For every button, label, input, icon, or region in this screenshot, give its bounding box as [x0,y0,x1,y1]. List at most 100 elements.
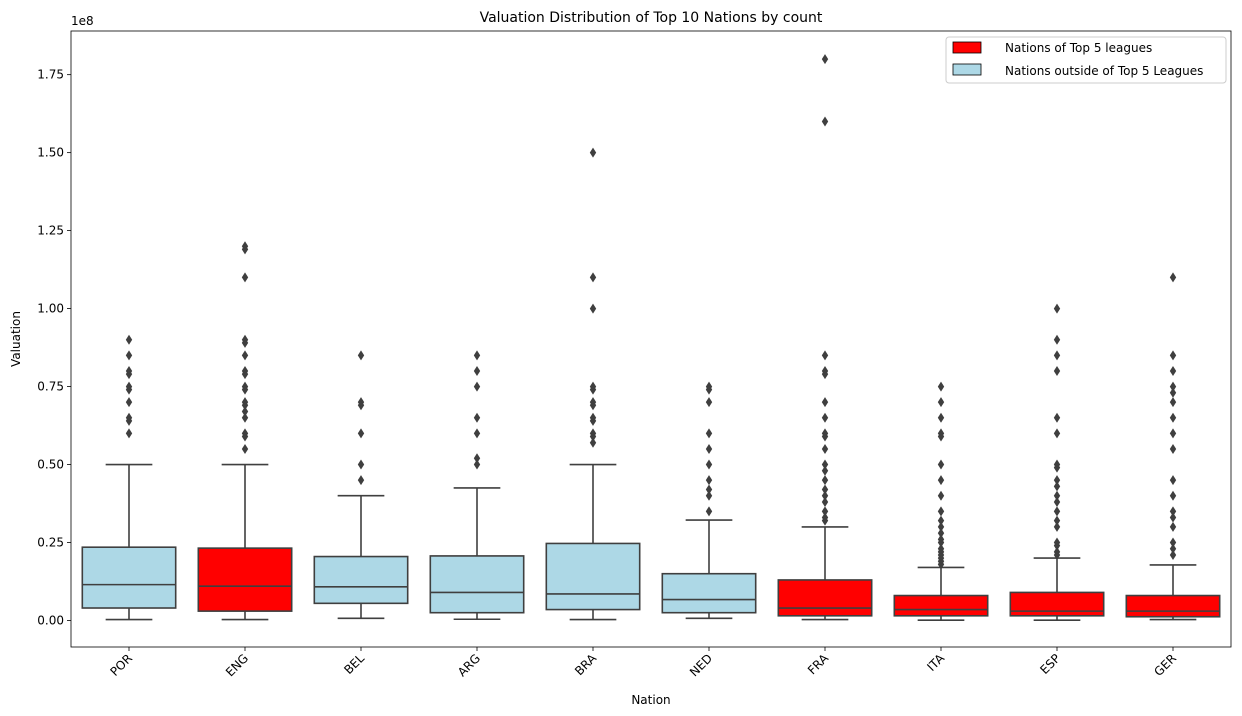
outlier-point [705,490,713,501]
outlier-point [1053,428,1061,439]
legend: Nations of Top 5 leagues Nations outside… [945,36,1227,84]
outlier-point [705,506,713,517]
outlier-point [937,515,945,526]
outlier-point [1053,549,1061,560]
x-tick-label: ESP [1037,651,1063,677]
outlier-point [241,412,249,423]
outlier-point [1053,490,1061,501]
outlier-point [473,365,481,376]
outlier-point [1169,412,1177,423]
outlier-point [125,415,133,426]
outlier-point [1169,397,1177,408]
box-eng [197,241,293,621]
outlier-point [241,369,249,380]
outlier-point [1053,475,1061,486]
outlier-point [125,384,133,395]
outlier-point [589,431,597,442]
outlier-point [241,244,249,255]
outlier-point [1169,506,1177,517]
outlier-point [937,381,945,392]
legend-frame [945,36,1227,84]
box-iqr [81,546,177,609]
outlier-point [937,559,945,570]
x-tick-label: ITA [924,651,947,674]
y-tick-label: 1.75 [37,68,64,82]
outlier-point [1169,512,1177,523]
box-iqr [429,555,525,614]
box-bel [313,350,409,620]
outlier-point [1053,521,1061,532]
outlier-point [821,459,829,470]
chart-title: Valuation Distribution of Top 10 Nations… [480,10,823,26]
x-tick-label: NED [687,651,715,679]
outlier-point [357,475,365,486]
x-tick-label: BRA [572,651,600,679]
outlier-point [1169,428,1177,439]
outlier-point [1053,412,1061,423]
x-tick-label: BEL [341,651,367,677]
outlier-point [473,453,481,464]
outlier-point [589,303,597,314]
box-iqr [1125,594,1221,618]
y-tick-label: 0.50 [37,458,64,472]
outlier-point [241,272,249,283]
outlier-point [1169,549,1177,560]
outlier-point [1169,543,1177,554]
y-tick-label: 1.50 [37,146,64,160]
outlier-point [821,431,829,442]
outlier-point [937,506,945,517]
y-axis-label: Valuation [9,311,23,367]
outlier-point [125,428,133,439]
x-tick-label: ENG [223,651,251,679]
outlier-point [937,528,945,539]
outlier-point [821,515,829,526]
outlier-point [821,412,829,423]
outlier-point [473,350,481,361]
outlier-point [821,475,829,486]
outlier-point [473,381,481,392]
box-iqr [661,572,757,614]
outlier-point [1169,443,1177,454]
outlier-point [1169,387,1177,398]
box-iqr [197,547,293,612]
outlier-point [241,406,249,417]
outlier-point [821,369,829,380]
outlier-point [705,475,713,486]
outlier-point [937,459,945,470]
outlier-point [241,443,249,454]
outlier-point [589,437,597,448]
outlier-point [937,490,945,501]
plot-frame [70,30,1232,648]
outlier-point [241,431,249,442]
outlier-point [937,475,945,486]
box-por [81,334,177,621]
box-esp [1009,303,1105,621]
x-tick-label: POR [108,651,136,679]
outlier-point [241,337,249,348]
outlier-point [705,428,713,439]
outlier-point [589,384,597,395]
outlier-point [357,400,365,411]
outlier-point [821,490,829,501]
outlier-point [125,350,133,361]
y-tick-label: 0.75 [37,380,64,394]
outlier-point [1053,540,1061,551]
outlier-point [1053,303,1061,314]
y-axis: 0.00 0.25 0.50 0.75 1.00 1.25 1.50 1.75 [37,68,71,627]
outlier-point [125,397,133,408]
outlier-point [589,272,597,283]
outlier-point [241,384,249,395]
box-iqr [893,594,989,617]
box-ita [893,381,989,621]
y-tick-label: 0.00 [37,613,64,627]
outlier-point [1169,490,1177,501]
outlier-point [125,334,133,345]
outlier-point [1053,334,1061,345]
outlier-point [1053,515,1061,526]
box-iqr [1009,591,1105,617]
boxes [81,54,1221,621]
x-tick-label: FRA [805,651,832,678]
outlier-point [1169,537,1177,548]
outlier-point [1169,521,1177,532]
